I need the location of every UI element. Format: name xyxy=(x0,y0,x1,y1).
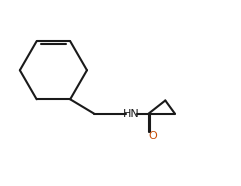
Text: HN: HN xyxy=(123,109,140,119)
Text: O: O xyxy=(148,131,157,141)
